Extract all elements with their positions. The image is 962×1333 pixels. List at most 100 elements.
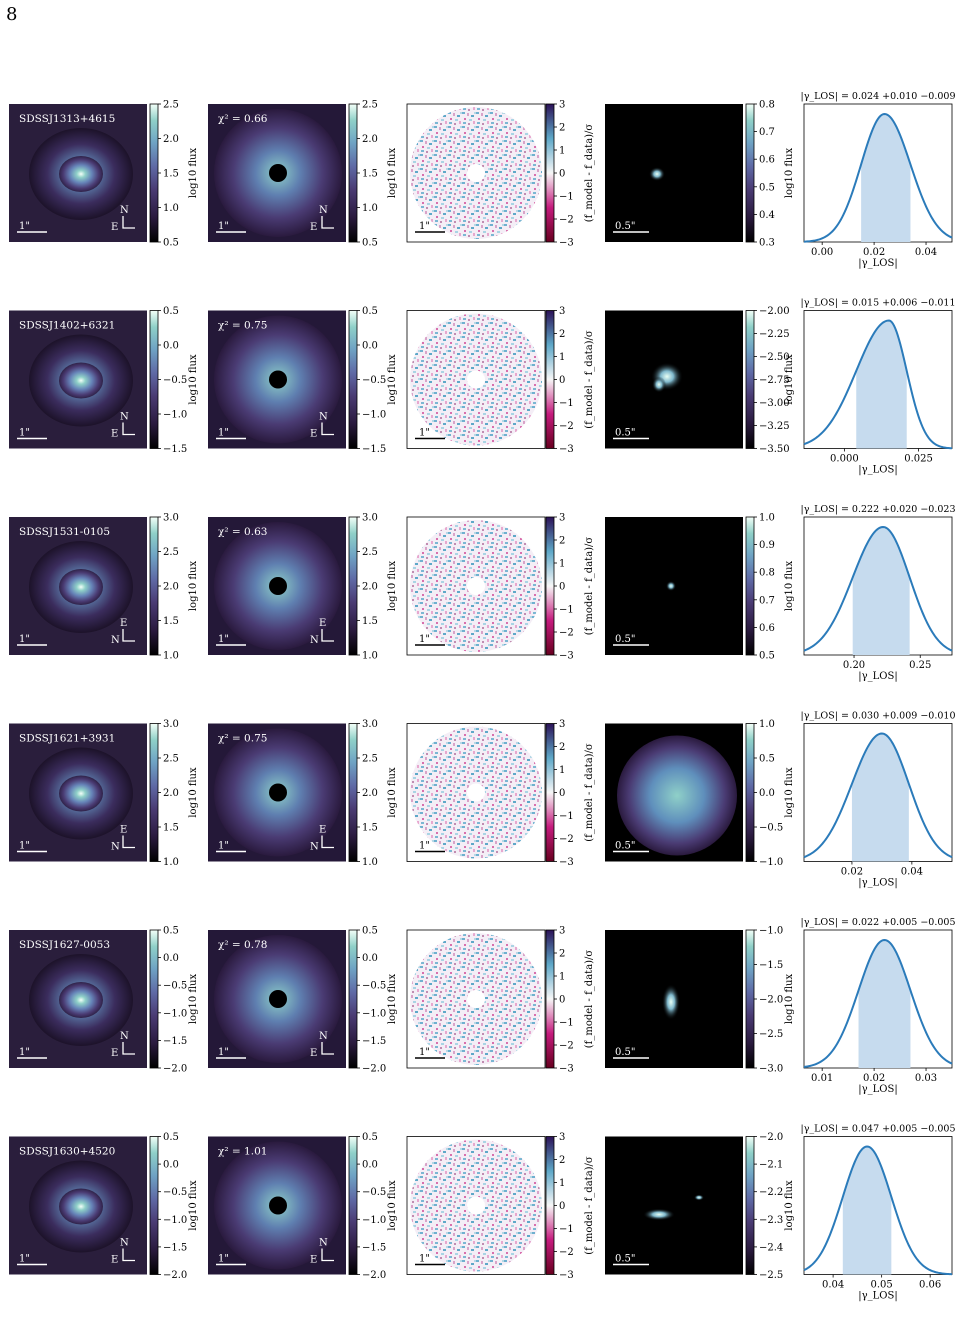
source-blob xyxy=(694,1194,704,1201)
colorbar-tick-label: 0.5 xyxy=(362,1132,378,1143)
scale-bar-label: 1" xyxy=(19,1047,30,1058)
source-colorbar-label: log10 flux xyxy=(784,148,795,199)
colorbar xyxy=(149,310,159,449)
colorbar-tick-label: −1 xyxy=(559,1018,574,1029)
compass-label: E xyxy=(111,429,118,440)
compass-label: E xyxy=(111,1048,118,1059)
x-tick-label: 0.02 xyxy=(863,1073,885,1084)
source-blob xyxy=(666,581,676,591)
colorbar-tick-label: 3 xyxy=(559,926,565,937)
colorbar-tick-label: 1.5 xyxy=(163,169,179,180)
colorbar-tick-label: −2.2 xyxy=(759,1187,783,1198)
colorbar-tick-label: 2 xyxy=(559,949,565,960)
x-axis-label: |γ_LOS| xyxy=(858,671,897,682)
colorbar-tick-label: 0.0 xyxy=(362,953,378,964)
colorbar-tick-label: 3 xyxy=(559,1132,565,1143)
compass-arrows xyxy=(321,216,334,229)
colorbar-tick-label: −1.5 xyxy=(362,444,386,455)
colorbar-tick-label: −3 xyxy=(559,857,574,868)
colorbar-tick-label: −1 xyxy=(559,192,574,203)
lens-name: SDSSJ1402+6321 xyxy=(19,320,115,332)
colorbar xyxy=(545,310,555,449)
compass-label: E xyxy=(310,1255,317,1266)
credible-interval xyxy=(842,1146,892,1275)
posterior-curve xyxy=(803,939,953,1068)
colorbar-tick-label: 0.8 xyxy=(759,568,775,579)
compass-label: N xyxy=(310,842,319,853)
chi2-label: χ² = 0.66 xyxy=(218,113,268,125)
colorbar-tick-label: −2.0 xyxy=(362,1270,386,1281)
gamma-posterior-plot: |γ_LOS| = 0.022 +0.005 −0.005 0.01 0.02 0.0… xyxy=(801,917,956,1095)
chi2-label: χ² = 0.75 xyxy=(218,320,267,332)
colorbar xyxy=(745,929,755,1069)
source-blob xyxy=(652,376,666,393)
colorbar-tick-label: 3.0 xyxy=(163,513,179,524)
colorbar-tick-label: 1.0 xyxy=(163,651,179,662)
colorbar-tick-label: −2.50 xyxy=(759,352,790,363)
scale-bar-label: 1" xyxy=(19,841,30,852)
colorbar xyxy=(745,1136,755,1275)
galaxy-core xyxy=(59,362,103,399)
colorbar xyxy=(745,516,755,656)
credible-interval xyxy=(858,940,911,1068)
galaxy-core xyxy=(59,1188,103,1225)
x-tick-label: 0.25 xyxy=(909,660,931,671)
colorbar-tick-label: 3.0 xyxy=(362,719,378,730)
data-colorbar-label: log10 flux xyxy=(188,1180,199,1231)
lens-name: SDSSJ1531-0105 xyxy=(19,526,110,538)
gamma-posterior-plot: |γ_LOS| = 0.024 +0.010 −0.009 0.00 0.02 0.0… xyxy=(801,91,956,269)
colorbar-tick-label: 1.5 xyxy=(362,616,378,627)
colorbar-tick-label: 0.5 xyxy=(362,306,378,317)
x-tick-label: 0.02 xyxy=(863,247,885,258)
colorbar-tick-label: −1.5 xyxy=(362,1242,386,1253)
gamma-posterior-plot: |γ_LOS| = 0.222 +0.020 −0.023 0.20 0.25 |γ_… xyxy=(801,504,956,682)
colorbar-tick-label: 2.0 xyxy=(362,134,378,145)
compass-label: N xyxy=(319,1238,328,1249)
scale-bar-label: 1" xyxy=(218,1254,229,1265)
source-blob xyxy=(662,984,680,1020)
colorbar xyxy=(149,516,159,656)
x-tick-label: 0.02 xyxy=(841,867,863,878)
colorbar-tick-label: 0.6 xyxy=(759,155,775,166)
scale-bar-label: 0.5" xyxy=(615,428,636,439)
colorbar-tick-label: 0.5 xyxy=(759,754,775,765)
scale-bar-label: 1" xyxy=(19,428,30,439)
colorbar-tick-label: 1 xyxy=(559,765,565,776)
figure-row: SDSSJ1630+45201"NE0.50.0−0.5−1.0−1.5−2.0… xyxy=(9,1124,955,1302)
lens-name: SDSSJ1621+3931 xyxy=(19,733,115,745)
colorbar-tick-label: 3 xyxy=(559,719,565,730)
colorbar-tick-label: 0 xyxy=(559,582,565,593)
scale-bar-label: 0.5" xyxy=(615,1254,636,1265)
colorbar xyxy=(745,310,755,449)
scale-bar-label: 0.5" xyxy=(615,221,636,232)
colorbar-tick-label: 1.0 xyxy=(362,857,378,868)
scale-bar-label: 0.5" xyxy=(615,841,636,852)
colorbar-tick-label: −3 xyxy=(559,238,574,249)
colorbar xyxy=(348,310,358,449)
colorbar-tick-label: −3 xyxy=(559,1064,574,1075)
compass-label: E xyxy=(310,429,317,440)
model-colorbar-label: log10 flux xyxy=(387,767,398,818)
lens-name: SDSSJ1630+4520 xyxy=(19,1146,115,1158)
posterior-curve xyxy=(803,732,953,859)
gamma-posterior-plot: |γ_LOS| = 0.047 +0.005 −0.005 0.04 0.05 0.0… xyxy=(801,1124,956,1302)
colorbar-tick-label: 2.0 xyxy=(362,788,378,799)
scale-bar-label: 1" xyxy=(419,1254,430,1265)
colorbar-tick-label: 0.5 xyxy=(163,238,179,249)
colorbar-tick-label: −1 xyxy=(559,398,574,409)
colorbar-tick-label: −3.00 xyxy=(759,398,790,409)
galaxy-core xyxy=(59,982,103,1018)
gamma-title: |γ_LOS| = 0.030 +0.009 −0.010 xyxy=(801,711,956,722)
colorbar-tick-label: −2.75 xyxy=(759,375,790,386)
compass-label: N xyxy=(120,205,129,216)
colorbar-tick-label: −0.5 xyxy=(163,1187,187,1198)
x-tick-label: 0.00 xyxy=(811,247,833,258)
chi2-label: χ² = 0.63 xyxy=(218,526,267,538)
gamma-title: |γ_LOS| = 0.015 +0.006 −0.011 xyxy=(801,298,956,309)
colorbar-tick-label: −1 xyxy=(559,605,574,616)
compass-label: E xyxy=(319,618,326,629)
colorbar-tick-label: −1.0 xyxy=(759,926,783,937)
colorbar-tick-label: −2 xyxy=(559,1247,574,1258)
compass-label: N xyxy=(120,412,129,423)
